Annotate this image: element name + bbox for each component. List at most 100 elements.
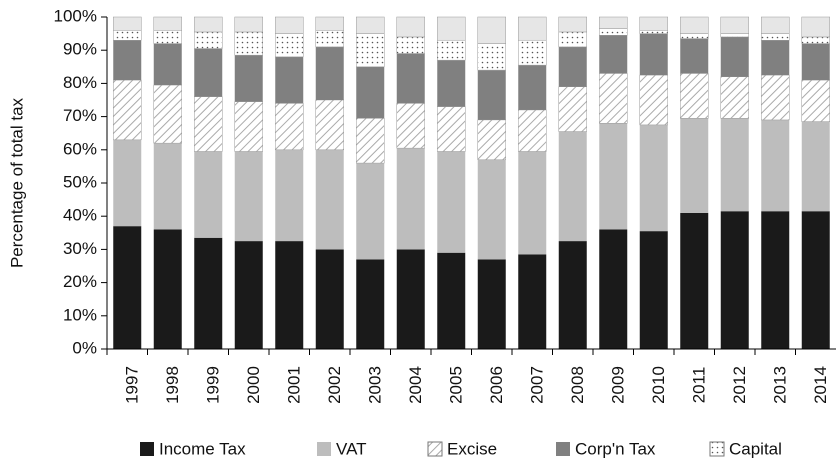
x-tick-label: 2000 [244,366,263,404]
bar-segment [275,56,304,104]
bar-segment [315,99,344,151]
y-tick-label: 10% [63,305,97,324]
y-tick-label: 40% [63,206,97,225]
bar-segment [720,36,749,77]
bar-segment [113,40,142,81]
bar-segment [558,46,587,87]
x-tick-label: 2003 [366,366,385,404]
bar-segment [761,33,790,41]
x-tick-label: 2010 [649,366,668,404]
bar-segment [153,229,182,349]
x-tick-label: 2006 [487,366,506,404]
bar-segment [639,231,668,349]
bar-segment [599,16,628,29]
x-tick-label: 2013 [771,366,790,404]
legend-swatch [140,442,154,456]
bar-segment [639,16,668,31]
bar-segment [437,39,466,61]
bar-segment [518,16,547,41]
bar-segment [801,121,830,212]
legend-label: Corp'n Tax [575,439,656,458]
legend-swatch [427,441,443,457]
bar-segment [234,241,263,349]
bar-segment [680,38,709,74]
bar-segment [275,241,304,349]
bar-segment [680,73,709,119]
bar-segment [558,131,587,242]
bar-segment [477,43,506,71]
bar-segment [315,249,344,349]
x-tick-label: 2008 [568,366,587,404]
y-tick-label: 70% [63,106,97,125]
bar-segment [801,43,830,81]
y-tick-label: 0% [72,338,97,357]
bar-segment [315,149,344,250]
legend-label: Capital [729,439,782,458]
bar-segment [518,254,547,349]
bar-segment [113,16,142,31]
bar-segment [639,30,668,34]
legend-swatch [709,441,725,457]
bar-segment [518,109,547,152]
y-tick-label: 60% [63,139,97,158]
bar-segment [315,46,344,100]
x-tick-label: 2011 [690,367,709,404]
bar-segment [720,118,749,212]
bar-segment [234,31,263,56]
bar-segment [477,259,506,349]
x-tick-label: 1997 [123,366,142,404]
bar-segment [680,212,709,349]
bar-segment [234,55,263,102]
bar-segment [356,33,385,68]
bar-segment [680,33,709,39]
x-tick-label: 2002 [325,366,344,404]
x-tick-label: 2007 [528,366,547,404]
bar-segment [194,31,223,49]
x-tick-label: 1999 [204,366,223,404]
y-tick-label: 90% [63,40,97,59]
bar-segment [801,16,830,38]
bar-segment [113,30,142,41]
x-tick-label: 2009 [609,366,628,404]
bar-segment [356,16,385,34]
bar-segment [801,79,830,122]
bar-segment [153,43,182,86]
bar-segment [396,103,425,149]
bar-segment [761,40,790,76]
bar-segment [599,73,628,124]
bar-segment [113,139,142,227]
legend-swatch [317,442,331,456]
legend-label: Income Tax [159,439,246,458]
bar-segment [153,143,182,230]
bar-segment [315,30,344,48]
bar-segment [194,16,223,33]
bar-segment [396,36,425,54]
bar-segment [558,241,587,349]
bar-segment [599,229,628,349]
bar-segment [315,16,344,31]
bar-segment [680,118,709,213]
bar-segment [437,60,466,107]
bar-segment [680,16,709,34]
bar-segment [720,76,749,119]
bar-segment [194,48,223,97]
bar-segment [558,86,587,132]
bar-segment [396,53,425,104]
legend-label: VAT [336,439,367,458]
bar-segment [356,163,385,260]
bar-segment [801,211,830,349]
bar-segment [194,151,223,238]
bar-segment [639,124,668,232]
legend-swatch [556,442,570,456]
bar-segment [558,16,587,33]
x-tick-label: 2005 [447,366,466,404]
bar-segment [396,249,425,349]
bar-segment [275,103,304,151]
bar-segment [194,237,223,349]
bar-segment [720,16,749,34]
bar-segment [518,65,547,110]
y-tick-label: 20% [63,272,97,291]
bar-segment [437,151,466,253]
x-tick-label: 2004 [406,366,425,404]
